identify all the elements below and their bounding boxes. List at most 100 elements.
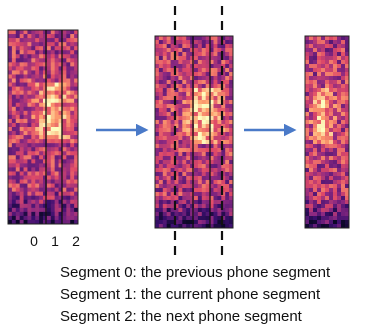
spectrogram-cell bbox=[182, 68, 187, 73]
spectrogram-cell bbox=[15, 139, 21, 144]
spectrogram-cell bbox=[66, 191, 71, 197]
spectrogram-cell bbox=[213, 104, 218, 109]
spectrogram-cell bbox=[50, 70, 56, 75]
spectrogram-cell bbox=[15, 127, 21, 132]
spectrogram-cell bbox=[62, 135, 67, 140]
spectrogram-cell bbox=[194, 212, 199, 217]
spectrogram-cell bbox=[205, 152, 210, 157]
spectrogram-cell bbox=[43, 171, 48, 176]
spectrogram-cell bbox=[178, 164, 183, 169]
spectrogram-cell bbox=[35, 163, 40, 168]
spectrogram-cell bbox=[313, 88, 318, 93]
spectrogram-cell bbox=[190, 40, 195, 45]
spectrogram-cell bbox=[166, 80, 171, 85]
spectrogram-cell bbox=[158, 40, 164, 45]
spectrogram-cell bbox=[27, 183, 32, 189]
spectrogram-cell bbox=[39, 50, 44, 55]
spectrogram-cell bbox=[201, 180, 207, 185]
spectrogram-cell bbox=[213, 184, 218, 189]
spectrogram-cell bbox=[35, 54, 40, 59]
spectrogram-cropped bbox=[305, 36, 350, 229]
spectrogram-cell bbox=[229, 204, 234, 209]
spectrogram-cell bbox=[162, 212, 168, 217]
spectrogram-cell bbox=[341, 104, 346, 109]
spectrogram-cell bbox=[174, 192, 179, 197]
spectrogram-cell bbox=[178, 196, 183, 201]
spectrogram-cell bbox=[305, 156, 310, 161]
spectrogram-cell bbox=[162, 180, 168, 185]
spectrogram-cell bbox=[166, 84, 171, 89]
spectrogram-cell bbox=[225, 64, 230, 69]
spectrogram-cell bbox=[305, 188, 310, 193]
spectrogram-cell bbox=[190, 68, 195, 73]
spectrogram-cell bbox=[341, 160, 346, 165]
spectrogram-cell bbox=[158, 100, 164, 105]
spectrogram-cell bbox=[27, 195, 32, 201]
spectrogram-cell bbox=[62, 106, 67, 112]
spectrogram-cell bbox=[190, 112, 195, 117]
spectrogram-cell bbox=[27, 159, 32, 164]
spectrogram-cell bbox=[321, 152, 326, 157]
spectrogram-cell bbox=[190, 168, 195, 173]
spectrogram-cell bbox=[62, 127, 67, 132]
spectrogram-cell bbox=[329, 192, 334, 197]
spectrogram-cell bbox=[205, 36, 210, 41]
spectrogram-cell bbox=[197, 172, 203, 177]
spectrogram-cell bbox=[23, 155, 28, 160]
spectrogram-cell bbox=[23, 122, 28, 128]
spectrogram-cell bbox=[158, 220, 164, 225]
spectrogram-cell bbox=[329, 52, 334, 57]
spectrogram-cell bbox=[182, 220, 187, 225]
spectrogram-cell bbox=[321, 200, 326, 205]
spectrogram-cell bbox=[305, 136, 310, 141]
spectrogram-cell bbox=[166, 196, 171, 201]
spectrogram-cell bbox=[321, 40, 326, 45]
spectrogram-cell bbox=[186, 224, 191, 229]
spectrogram-cell bbox=[341, 72, 346, 77]
spectrogram-cell bbox=[39, 135, 44, 140]
spectrogram-cell bbox=[186, 84, 191, 89]
spectrogram-cell bbox=[155, 200, 160, 205]
spectrogram-cell bbox=[8, 151, 13, 156]
spectrogram-cell bbox=[221, 148, 226, 153]
spectrogram-cell bbox=[217, 108, 222, 113]
spectrogram-cell bbox=[54, 215, 59, 221]
spectrogram-cell bbox=[43, 82, 48, 87]
spectrogram-cell bbox=[225, 216, 230, 221]
spectrogram-cell bbox=[31, 110, 36, 116]
spectrogram-cell bbox=[54, 70, 59, 75]
spectrogram-cell bbox=[27, 86, 32, 92]
spectrogram-cell bbox=[329, 172, 334, 177]
spectrogram-cell bbox=[221, 84, 226, 89]
spectrogram-cell bbox=[341, 180, 346, 185]
spectrogram-cell bbox=[35, 179, 40, 184]
spectrogram-cell bbox=[305, 148, 310, 153]
spectrogram-cell bbox=[8, 163, 13, 168]
spectrogram-cell bbox=[46, 46, 52, 51]
spectrogram-cell bbox=[317, 148, 322, 153]
legend-line-segment-0: Segment 0: the previous phone segment bbox=[60, 264, 331, 281]
spectrogram-cell bbox=[225, 192, 230, 197]
spectrogram-cell bbox=[182, 128, 187, 133]
spectrogram-cell bbox=[66, 46, 71, 51]
spectrogram-cell bbox=[221, 104, 226, 109]
spectrogram-cell bbox=[337, 76, 342, 81]
spectrogram-cell bbox=[209, 100, 214, 105]
spectrogram-cell bbox=[341, 168, 346, 173]
spectrogram-cell bbox=[329, 72, 334, 77]
spectrogram-cell bbox=[43, 114, 48, 120]
spectrogram-cell bbox=[27, 62, 32, 67]
spectrogram-cell bbox=[31, 139, 36, 144]
spectrogram-cell bbox=[15, 106, 21, 112]
spectrogram-cell bbox=[31, 179, 36, 184]
spectrogram-cell bbox=[27, 191, 32, 197]
spectrogram-cell bbox=[27, 203, 32, 209]
spectrogram-cell bbox=[321, 192, 326, 197]
spectrogram-cell bbox=[178, 140, 183, 145]
spectrogram-cell bbox=[54, 98, 59, 104]
spectrogram-cell bbox=[158, 124, 164, 129]
spectrogram-cell bbox=[11, 131, 17, 136]
spectrogram-cell bbox=[70, 207, 75, 213]
spectrogram-cell bbox=[70, 46, 75, 51]
spectrogram-cell bbox=[305, 80, 310, 85]
